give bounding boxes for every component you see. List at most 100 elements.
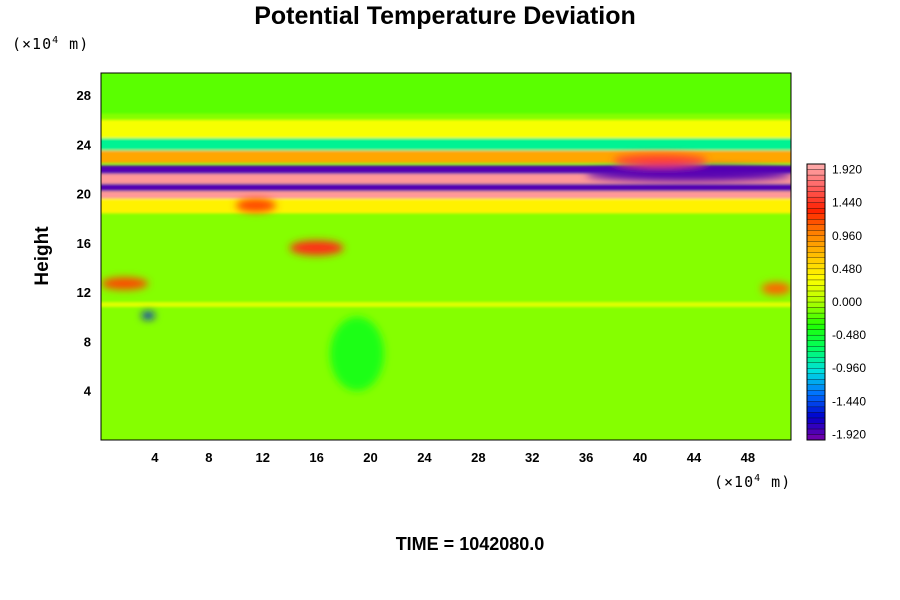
plot-area xyxy=(101,73,791,440)
colorbar-segment xyxy=(806,235,826,242)
colorbar-segment xyxy=(806,263,826,270)
colorbar-segment xyxy=(806,379,826,385)
x-axis-ticks: 4 8 12 16 20 24 28 32 36 40 44 48 xyxy=(151,450,755,465)
colorbar-segment xyxy=(806,406,826,413)
colorbar-segment xyxy=(806,351,826,358)
colorbar-segment xyxy=(806,312,826,319)
colorbar-segment xyxy=(806,373,826,380)
temperature-feature xyxy=(289,240,344,256)
y-tick-label: 16 xyxy=(77,236,91,251)
temperature-feature xyxy=(141,311,155,320)
colorbar-segment xyxy=(806,362,826,369)
colorbar-segment xyxy=(806,191,826,198)
colorbar xyxy=(806,163,826,441)
colorbar-segment xyxy=(806,290,826,297)
colorbar-segment xyxy=(806,285,826,292)
colorbar-segment xyxy=(806,334,826,341)
plot-frame xyxy=(100,72,792,441)
temperature-feature xyxy=(235,198,277,213)
x-tick-label: 12 xyxy=(255,450,269,465)
colorbar-frame xyxy=(806,163,826,441)
colorbar-segment xyxy=(806,318,826,325)
temperature-band xyxy=(101,302,791,307)
colorbar-segment xyxy=(806,301,826,308)
colorbar-segment xyxy=(806,169,826,176)
x-tick-label: 16 xyxy=(309,450,323,465)
colorbar-segment xyxy=(806,417,826,424)
colorbar-tick-label: 1.920 xyxy=(832,163,862,177)
colorbar-tick-labels: 1.920 1.440 0.960 0.480 0.000 -0.480 -0.960 -1.… xyxy=(832,163,866,442)
temperature-features xyxy=(101,154,791,391)
temperature-feature xyxy=(101,277,149,290)
temperature-band xyxy=(101,183,791,192)
temperature-feature xyxy=(330,316,385,391)
x-tick-label: 36 xyxy=(579,450,593,465)
temperature-feature xyxy=(761,282,791,295)
y-axis-ticks: 4 8 12 16 20 24 28 xyxy=(77,88,92,399)
colorbar-tick-label: -0.960 xyxy=(832,361,866,375)
temperature-band xyxy=(101,165,791,174)
colorbar-segment xyxy=(806,340,826,347)
colorbar-segment xyxy=(806,329,826,336)
colorbar-segment xyxy=(806,196,826,203)
x-tick-label: 48 xyxy=(741,450,755,465)
colorbar-segment xyxy=(806,174,826,181)
colorbar-segment xyxy=(806,279,826,286)
temperature-feature xyxy=(586,166,791,182)
x-tick-label: 20 xyxy=(363,450,377,465)
y-axis-label: Height xyxy=(32,226,53,286)
colorbar-segment xyxy=(806,257,826,264)
colorbar-segment xyxy=(806,224,826,231)
colorbar-segment xyxy=(806,401,826,408)
colorbar-tick-label: -0.480 xyxy=(832,328,866,342)
colorbar-segment xyxy=(806,384,826,391)
chart-title: Potential Temperature Deviation xyxy=(254,2,636,30)
y-tick-label: 20 xyxy=(77,187,91,202)
colorbar-segment xyxy=(806,423,826,430)
colorbar-segment xyxy=(806,163,826,170)
x-tick-label: 32 xyxy=(525,450,539,465)
temperature-band xyxy=(101,73,791,114)
colorbar-tick-label: -1.440 xyxy=(832,394,866,408)
colorbar-segment xyxy=(806,252,826,258)
colorbar-segment xyxy=(806,274,826,281)
y-tick-label: 24 xyxy=(77,137,92,152)
y-tick-label: 4 xyxy=(84,384,92,399)
x-tick-label: 28 xyxy=(471,450,485,465)
colorbar-segment xyxy=(806,428,826,435)
x-tick-label: 4 xyxy=(151,450,159,465)
temperature-band xyxy=(101,198,791,214)
colorbar-segment xyxy=(806,180,826,187)
colorbar-segment xyxy=(806,323,826,330)
x-axis-unit: (×104 m) xyxy=(714,473,791,491)
colorbar-segment xyxy=(806,357,826,363)
colorbar-segment xyxy=(806,213,826,220)
temperature-band xyxy=(101,191,791,199)
x-tick-label: 40 xyxy=(633,450,647,465)
y-tick-label: 12 xyxy=(77,285,91,300)
colorbar-segment xyxy=(806,241,826,247)
colorbar-segment xyxy=(806,390,826,396)
colorbar-tick-label: 1.440 xyxy=(832,196,862,210)
colorbar-segment xyxy=(806,268,826,275)
colorbar-segment xyxy=(806,246,826,253)
colorbar-segment xyxy=(806,208,826,214)
colorbar-segment xyxy=(806,219,826,225)
colorbar-segment xyxy=(806,434,826,441)
temperature-band xyxy=(101,173,791,184)
y-tick-label: 8 xyxy=(84,334,91,349)
y-tick-label: 28 xyxy=(77,88,91,103)
colorbar-tick-label: 0.000 xyxy=(832,295,862,309)
colorbar-segment xyxy=(806,368,826,374)
temperature-feature xyxy=(613,154,708,167)
colorbar-segment xyxy=(806,346,826,352)
colorbar-segment xyxy=(806,307,826,314)
colorbar-segment xyxy=(806,296,826,303)
time-label: TIME = 1042080.0 xyxy=(396,534,545,554)
colorbar-segment xyxy=(806,202,826,209)
colorbar-segment xyxy=(806,185,826,192)
x-tick-label: 44 xyxy=(687,450,702,465)
colorbar-tick-label: 0.480 xyxy=(832,262,862,276)
x-tick-label: 8 xyxy=(205,450,212,465)
